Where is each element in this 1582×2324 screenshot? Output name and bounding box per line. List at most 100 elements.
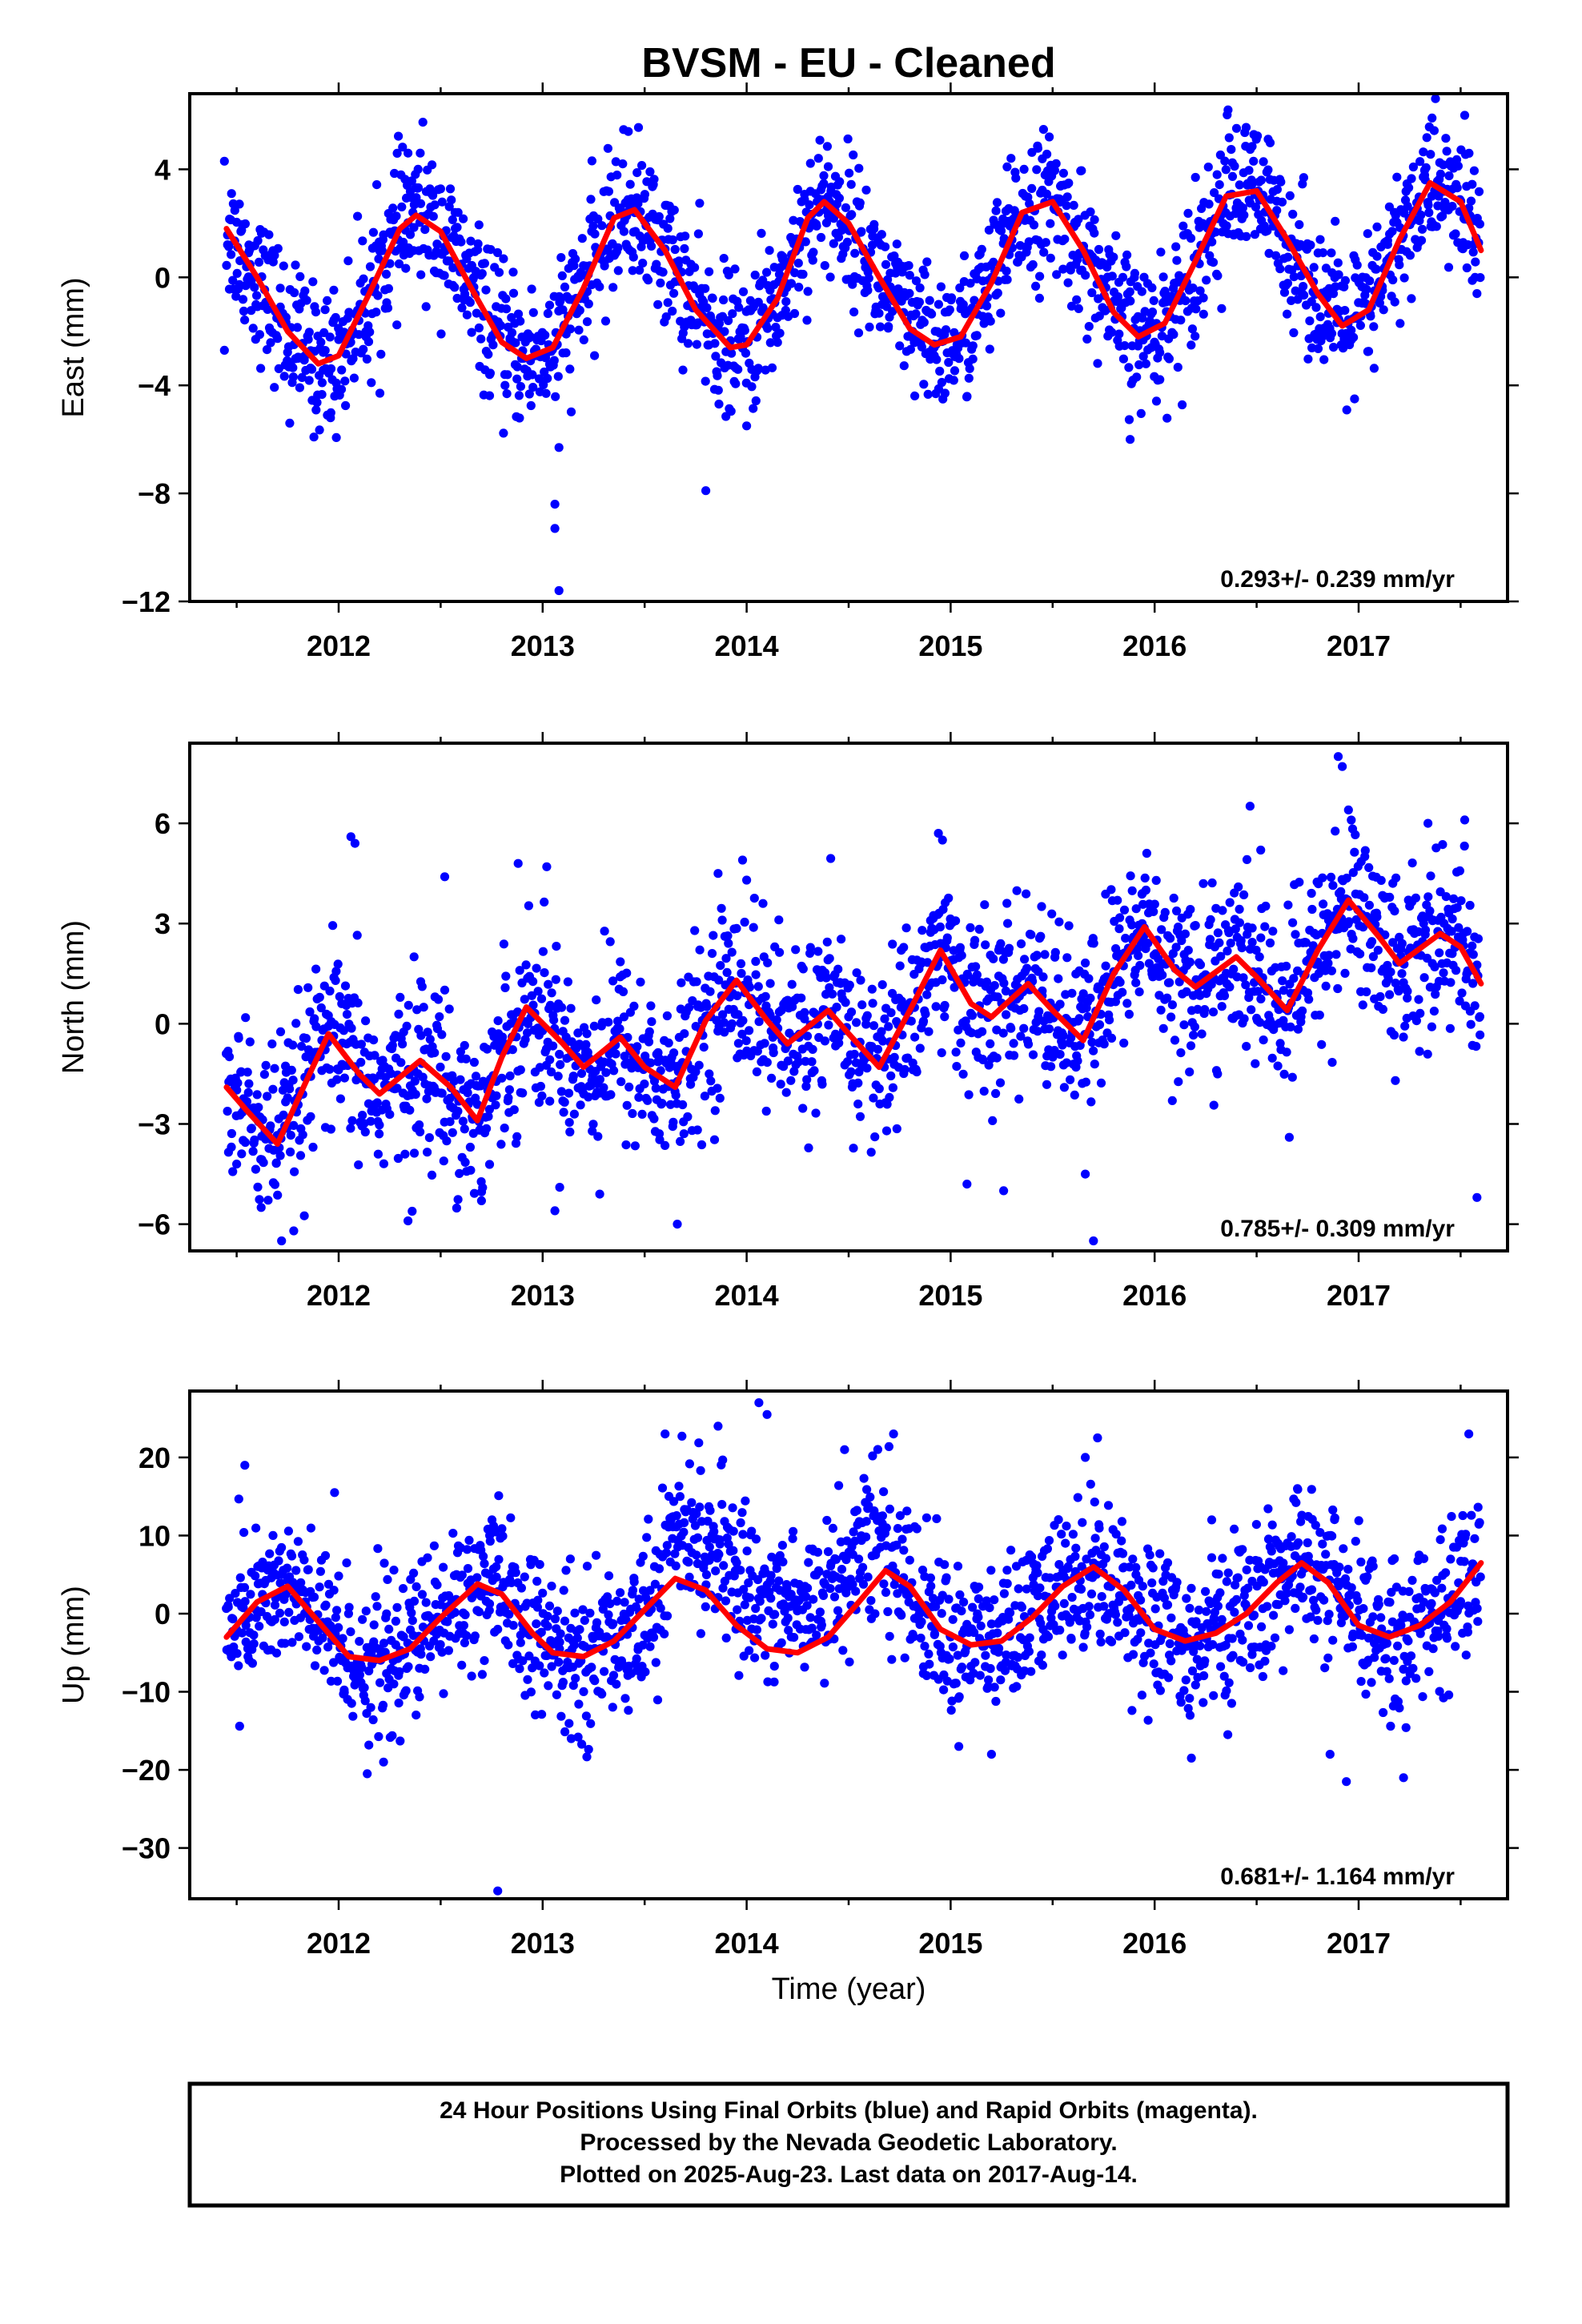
data-point xyxy=(1187,324,1197,334)
data-point xyxy=(982,977,992,987)
data-point xyxy=(543,373,552,384)
data-point xyxy=(845,980,854,990)
data-point xyxy=(1158,971,1167,980)
data-point xyxy=(1032,951,1042,960)
data-point xyxy=(444,202,454,211)
data-point xyxy=(311,964,321,974)
data-point xyxy=(1235,180,1244,190)
data-point xyxy=(1199,309,1208,319)
data-point xyxy=(600,1667,609,1676)
data-point xyxy=(671,1561,681,1570)
data-point xyxy=(652,259,661,269)
data-point xyxy=(323,296,332,305)
y-axis-label: North (mm) xyxy=(57,920,90,1074)
data-point xyxy=(709,931,718,940)
data-point xyxy=(798,1104,808,1113)
data-point xyxy=(1372,251,1382,261)
data-point xyxy=(325,1064,335,1074)
data-point xyxy=(535,1661,544,1671)
data-point-outlier xyxy=(673,1220,682,1229)
data-point xyxy=(866,1596,876,1606)
data-point xyxy=(1311,303,1321,312)
data-point xyxy=(786,279,797,288)
data-point xyxy=(1299,173,1308,183)
data-point xyxy=(1415,157,1425,167)
data-point xyxy=(858,1579,869,1589)
data-point xyxy=(456,237,466,247)
data-point xyxy=(499,254,508,263)
data-point xyxy=(493,1016,503,1026)
data-point xyxy=(252,291,262,300)
data-point xyxy=(259,1158,268,1168)
data-point xyxy=(612,1596,622,1606)
data-point xyxy=(964,1090,974,1100)
data-point xyxy=(1033,143,1042,153)
data-point xyxy=(1241,980,1251,990)
data-point xyxy=(911,276,921,286)
data-point xyxy=(543,1611,552,1621)
data-point xyxy=(376,349,386,359)
data-point xyxy=(1350,847,1359,857)
data-point xyxy=(482,1044,492,1054)
data-point xyxy=(474,323,484,333)
data-point xyxy=(807,1057,817,1067)
data-point-outlier xyxy=(440,872,450,882)
data-point xyxy=(608,1618,618,1629)
data-point xyxy=(1225,898,1235,907)
data-point xyxy=(586,1719,596,1728)
data-point xyxy=(547,1582,556,1591)
data-point-outlier xyxy=(244,240,254,250)
data-point xyxy=(677,1431,687,1441)
data-point xyxy=(535,1560,544,1570)
data-point xyxy=(781,297,791,307)
data-point xyxy=(307,364,317,374)
data-point xyxy=(1074,1014,1084,1023)
data-point xyxy=(404,1000,413,1010)
data-point xyxy=(1031,281,1041,291)
data-point xyxy=(509,1105,519,1115)
data-point xyxy=(888,307,897,316)
data-point xyxy=(1468,247,1478,257)
x-tick-label: 2014 xyxy=(715,629,779,662)
data-point xyxy=(680,1029,689,1039)
data-point xyxy=(524,901,534,911)
data-point xyxy=(593,1132,603,1141)
data-point xyxy=(227,1142,236,1152)
data-point xyxy=(684,1558,693,1567)
data-point xyxy=(484,1599,495,1609)
data-point xyxy=(972,970,982,979)
data-point xyxy=(927,309,937,319)
data-point xyxy=(500,380,510,390)
data-point xyxy=(1186,1041,1196,1051)
data-point xyxy=(809,1594,818,1604)
data-point xyxy=(832,1003,841,1012)
data-point xyxy=(686,1080,696,1089)
data-point xyxy=(993,288,1002,298)
data-point xyxy=(284,1607,294,1617)
data-point xyxy=(457,1660,467,1670)
x-tick-label: 2017 xyxy=(1327,1279,1391,1312)
data-point xyxy=(1176,1048,1186,1058)
data-point-outlier xyxy=(232,1160,242,1169)
data-point-outlier xyxy=(624,127,633,136)
data-point xyxy=(649,1076,660,1086)
data-point-outlier xyxy=(938,835,947,845)
data-point xyxy=(1419,147,1428,157)
data-point xyxy=(479,1551,488,1561)
data-point xyxy=(921,1009,930,1019)
data-point xyxy=(1177,935,1186,946)
data-point xyxy=(354,1160,363,1170)
x-tick-label: 2016 xyxy=(1122,629,1186,662)
data-point xyxy=(989,257,998,267)
data-point xyxy=(895,341,905,351)
data-point xyxy=(295,1151,306,1160)
data-point xyxy=(1174,977,1184,987)
data-point xyxy=(1199,293,1208,303)
data-point xyxy=(1331,216,1340,226)
data-point xyxy=(801,1081,811,1092)
data-point xyxy=(935,922,945,932)
data-point xyxy=(846,1067,856,1076)
data-point xyxy=(580,1615,589,1625)
data-point xyxy=(812,1630,821,1640)
data-point xyxy=(701,1570,712,1579)
